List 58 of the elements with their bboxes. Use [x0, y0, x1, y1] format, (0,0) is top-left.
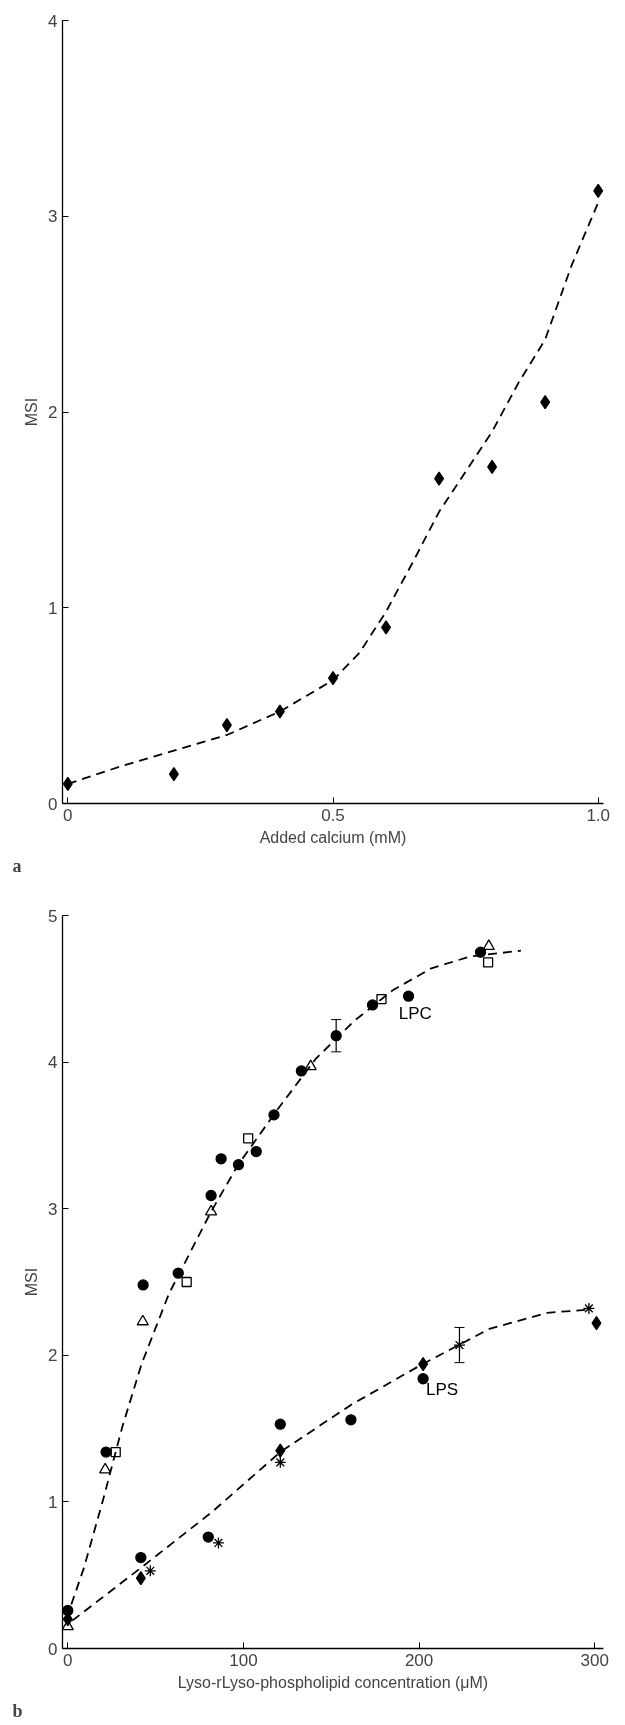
- series-label: LPC: [398, 1004, 432, 1024]
- point: [135, 1551, 147, 1564]
- point: [144, 1564, 157, 1577]
- point: [202, 1531, 214, 1543]
- point: [243, 1133, 254, 1144]
- series-label: LPS: [425, 1379, 459, 1399]
- x-axis-title: Lyso-rLyso-phospholipid concentration (μM): [177, 1673, 489, 1691]
- point: [381, 620, 392, 635]
- point: [482, 939, 495, 951]
- point: [100, 1446, 112, 1458]
- y-tick-label: 4: [48, 1053, 58, 1073]
- point: [215, 1153, 227, 1165]
- x-tick-label: 100: [229, 1650, 258, 1670]
- y-tick-label: 5: [48, 906, 58, 926]
- point: [376, 993, 387, 1005]
- point: [99, 1462, 112, 1474]
- point: [212, 1536, 225, 1550]
- point: [137, 1279, 149, 1291]
- point: [221, 718, 232, 733]
- x-tick-label: 0: [63, 1650, 73, 1670]
- y-tick-label: 4: [48, 11, 58, 31]
- point: [540, 395, 551, 410]
- point: [274, 1456, 287, 1469]
- y-tick-label: 1: [48, 598, 58, 618]
- y-axis-title: MSI: [23, 397, 41, 427]
- point: [434, 471, 445, 486]
- point: [275, 1443, 286, 1458]
- point: [181, 1276, 192, 1288]
- point: [417, 1373, 429, 1385]
- point: [205, 1189, 217, 1202]
- x-tick-label: 300: [580, 1650, 609, 1670]
- x-tick-label: 1.0: [586, 805, 611, 825]
- x-tick-label: 0: [63, 805, 73, 825]
- y-tick-label: 2: [48, 1346, 58, 1366]
- point: [110, 1446, 121, 1458]
- point: [582, 1302, 596, 1315]
- point: [136, 1314, 149, 1326]
- y-tick-label: 3: [48, 207, 58, 227]
- point: [593, 183, 604, 198]
- point: [204, 1204, 218, 1216]
- x-tick-label: 0.5: [321, 805, 345, 825]
- point: [453, 1338, 466, 1352]
- y-tick-label: 1: [48, 1492, 58, 1512]
- point: [482, 957, 494, 968]
- point: [402, 990, 415, 1002]
- point: [274, 1418, 286, 1430]
- x-axis-title: Added calcium (mM): [259, 828, 407, 846]
- y-axis-title: MSI: [23, 1267, 41, 1297]
- point: [274, 704, 285, 719]
- y-tick-label: 2: [48, 403, 58, 422]
- x-tick-label: 200: [404, 1650, 434, 1670]
- point: [487, 459, 498, 474]
- point: [304, 1059, 317, 1071]
- point: [250, 1145, 262, 1158]
- point: [345, 1414, 357, 1426]
- y-tick-label: 3: [48, 1199, 58, 1219]
- text: b: [12, 1700, 23, 1721]
- text: a: [12, 855, 22, 876]
